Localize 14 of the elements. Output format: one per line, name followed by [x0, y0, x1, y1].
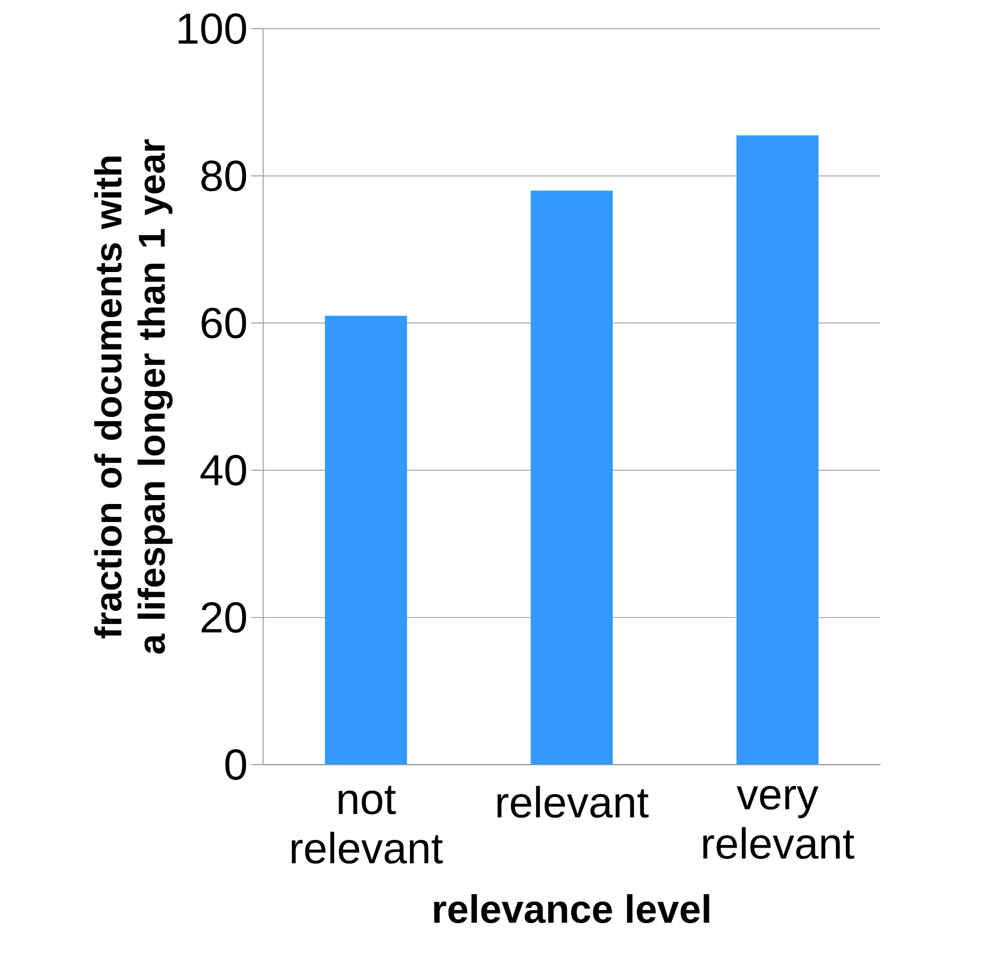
x-tick-label: relevant	[497, 786, 649, 818]
x-axis-title: relevance level	[434, 894, 710, 923]
y-tick-label: 80	[201, 160, 246, 192]
y-axis-title: fraction of documents with a lifespan longer than 1 year	[94, 139, 173, 654]
y-tick-label: 20	[202, 602, 246, 633]
y-tick-label: 0	[225, 749, 246, 780]
bar	[530, 190, 613, 764]
y-tick-label: 60	[202, 308, 246, 338]
x-tick-label: not relevant	[292, 786, 443, 864]
bar	[736, 135, 819, 764]
x-tick-label: very relevant	[703, 786, 854, 859]
y-tick-label: 100	[178, 13, 246, 44]
bar	[324, 316, 408, 764]
y-tick-label: 40	[200, 454, 246, 486]
